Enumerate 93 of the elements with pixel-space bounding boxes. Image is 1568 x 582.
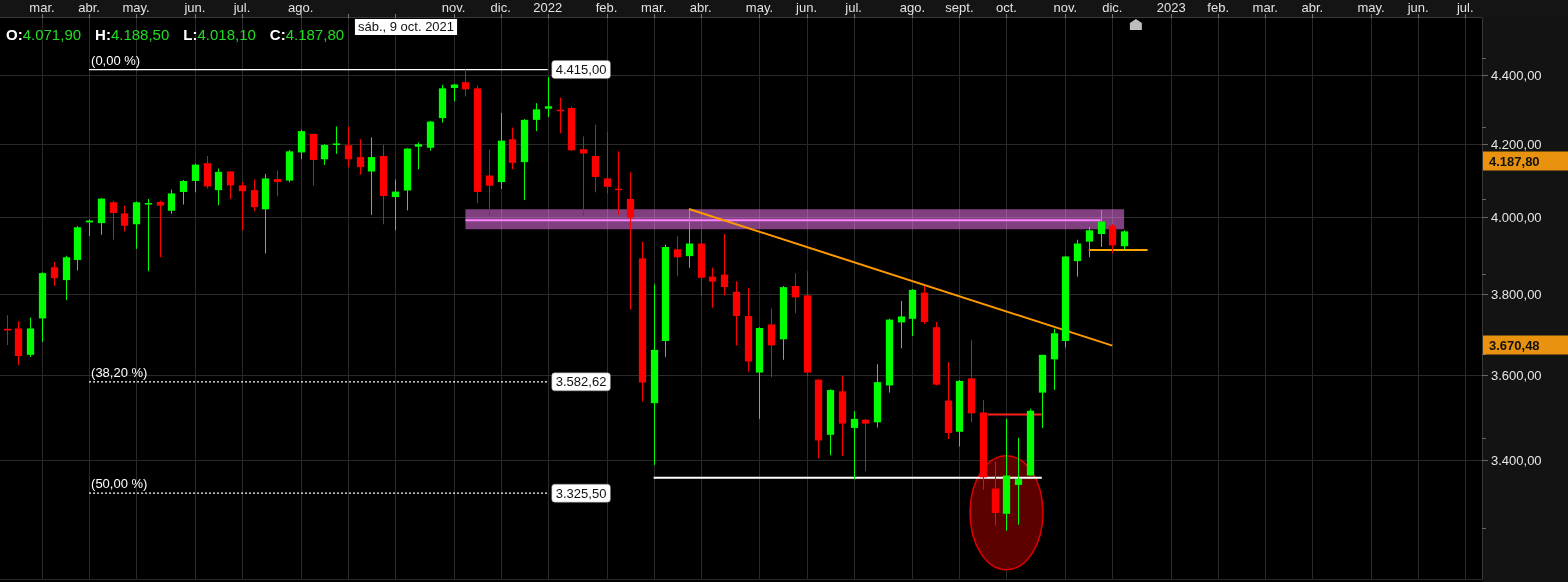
annotation: sáb., 9 oct. 2021 xyxy=(357,19,455,34)
x-tick-label: 2022 xyxy=(533,0,563,15)
candlestick xyxy=(1073,239,1082,278)
candlestick xyxy=(461,69,470,98)
candlestick xyxy=(238,181,247,231)
x-tick-label: abr. xyxy=(689,0,712,15)
candlestick xyxy=(250,179,259,212)
y-tick-label: 4.000,00 xyxy=(1491,210,1542,226)
candlestick xyxy=(1085,226,1094,258)
candlestick xyxy=(167,189,176,215)
x-tick-label: mar. xyxy=(1252,0,1278,15)
y-tick-label: 3.800,00 xyxy=(1491,287,1542,303)
x-tick-label: 2023 xyxy=(1156,0,1186,15)
x-tick-label: may. xyxy=(1357,0,1385,15)
x-tick-label: dic. xyxy=(1102,0,1123,15)
candlestick xyxy=(179,179,188,205)
candlestick xyxy=(685,208,694,269)
y-tick-label: 4.200,00 xyxy=(1491,137,1542,153)
x-tick-label: ago. xyxy=(899,0,926,15)
x-tick-label: feb. xyxy=(595,0,618,15)
candlestick xyxy=(62,255,71,301)
candlestick xyxy=(861,418,870,472)
candlestick xyxy=(579,135,588,217)
candlestick xyxy=(156,200,165,258)
x-tick-label: oct. xyxy=(996,0,1017,15)
candlestick xyxy=(508,127,517,170)
x-tick-label: abr. xyxy=(1301,0,1324,15)
y-tick-label: 4.400,00 xyxy=(1491,68,1542,84)
candlestick xyxy=(191,163,200,193)
candlestick xyxy=(1108,223,1117,254)
candlestick xyxy=(214,168,223,206)
x-tick-label: jun. xyxy=(183,0,206,15)
candlestick xyxy=(356,138,365,176)
candlestick xyxy=(532,102,541,132)
y-tick-label: 3.400,00 xyxy=(1491,453,1542,469)
candlestick xyxy=(297,129,306,160)
candlestick xyxy=(344,126,353,168)
data-label: 4.415,00 xyxy=(555,62,607,78)
candlestick xyxy=(673,235,682,277)
x-tick-label: dic. xyxy=(490,0,511,15)
candlestick xyxy=(144,198,153,272)
x-tick-label: jul. xyxy=(844,0,862,15)
candlestick xyxy=(320,143,329,166)
x-tick-label: abr. xyxy=(78,0,100,15)
candlestick xyxy=(203,155,212,190)
candlestick xyxy=(544,76,553,118)
candlestick xyxy=(708,267,717,309)
annotation: C:4.187,80 xyxy=(269,26,345,43)
candlestick xyxy=(414,141,423,170)
candlestick xyxy=(50,261,59,287)
candlestick xyxy=(791,272,800,314)
annotation: O:4.071,90 xyxy=(6,26,82,43)
candlestick xyxy=(626,171,635,311)
series-label: (0,00 %) xyxy=(91,52,141,68)
x-tick-label: mar. xyxy=(29,0,55,15)
candlestick xyxy=(332,126,341,155)
candlestick xyxy=(120,205,129,232)
y-tick-label: 3.600,00 xyxy=(1491,368,1542,384)
x-tick-label: jun. xyxy=(795,0,818,15)
candlestick xyxy=(850,410,859,480)
candlestick xyxy=(109,200,118,241)
candlestick xyxy=(226,170,235,200)
candlestick xyxy=(367,136,376,216)
annotation: H:4.188,50 xyxy=(95,26,170,43)
candlestick xyxy=(132,201,141,250)
candlestick xyxy=(591,124,600,193)
candlestick xyxy=(273,169,282,197)
candlestick xyxy=(767,307,776,378)
annotation: L:4.018,10 xyxy=(183,26,256,43)
series-label: (38,20 %) xyxy=(91,364,148,380)
x-tick-label: nov. xyxy=(441,0,466,15)
text: 4.187,80 xyxy=(1489,153,1540,169)
candlestick xyxy=(603,131,612,194)
x-tick-label: may. xyxy=(122,0,150,15)
x-tick-label: feb. xyxy=(1207,0,1230,15)
x-tick-label: jul. xyxy=(1455,0,1474,15)
candlestick xyxy=(720,233,729,296)
x-tick-label: jun. xyxy=(1406,0,1429,15)
x-tick-label: may. xyxy=(745,0,774,15)
candlestick xyxy=(1014,437,1023,526)
candlestick xyxy=(897,300,906,349)
text: 3.670,48 xyxy=(1489,337,1540,353)
x-tick-label: nov. xyxy=(1053,0,1078,15)
candlestick xyxy=(485,149,494,218)
x-tick-label: jul. xyxy=(232,0,251,15)
x-tick-label: mar. xyxy=(640,0,667,15)
candlestick xyxy=(1097,209,1106,248)
data-label: 3.582,62 xyxy=(555,374,607,390)
data-label: 3.325,50 xyxy=(555,485,607,501)
x-tick-label: sept. xyxy=(945,0,974,15)
x-tick-label: ago. xyxy=(288,0,314,15)
candlestick xyxy=(1120,229,1129,251)
series-label: (50,00 %) xyxy=(91,476,148,492)
